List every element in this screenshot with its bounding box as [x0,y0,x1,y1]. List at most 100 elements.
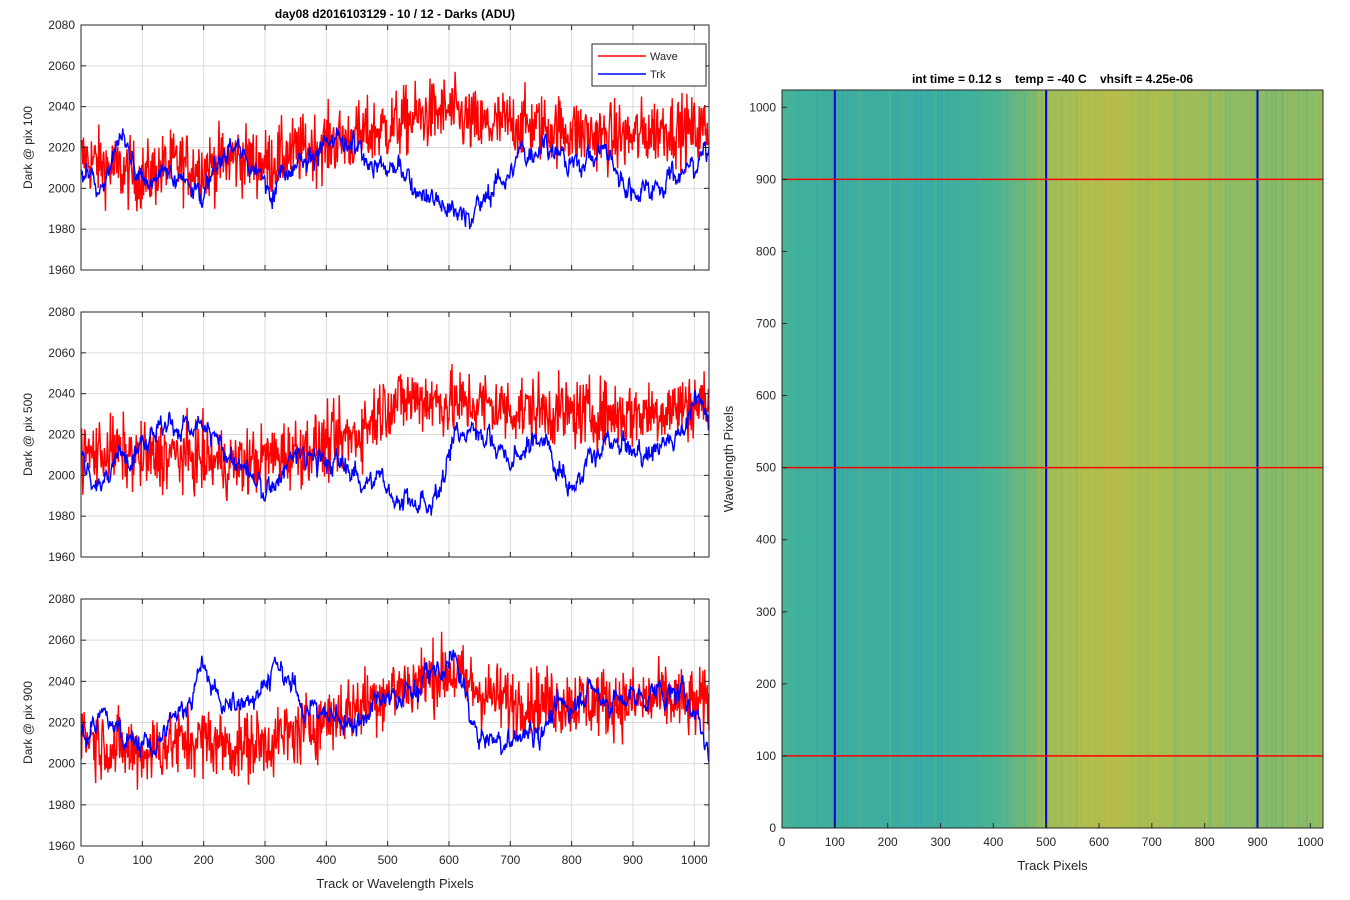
heatmap-streak [851,90,855,828]
y-tick-label: 2040 [48,100,75,114]
heatmap-streak [958,90,961,828]
heatmap-streak [933,90,936,828]
heatmap-streak [846,90,849,828]
heatmap-streak [1052,90,1055,828]
heatmap-streak [860,90,863,828]
heatmap-streak [1095,90,1097,828]
y-tick-label: 2080 [48,592,75,606]
heatmap-streak [830,90,833,828]
heatmap-streak [868,90,870,828]
heatmap-streak [1225,90,1227,828]
heatmap-streak [1208,90,1211,828]
heatmap-streak [1232,90,1234,828]
heatmap-streak [1040,90,1042,828]
heatmap-streak [816,90,819,828]
y-tick-label: 500 [756,461,776,475]
y-tick-label: 2060 [48,59,75,73]
heatmap-streak [1249,90,1251,828]
heatmap-streak [1205,90,1208,828]
heatmap-streak [943,90,946,828]
heatmap-streak [1178,90,1180,828]
series-line-wave [80,631,710,790]
heatmap-streak [1205,90,1208,828]
heatmap-streak [1281,90,1284,828]
heatmap-streak [1028,90,1030,828]
heatmap-streak [1119,90,1121,828]
heatmap-streak [816,90,819,828]
heatmap-streak [831,90,834,828]
y-tick-label: 2080 [48,305,75,319]
y-tick-label: 700 [756,317,776,331]
heatmap-streak [787,90,789,828]
heatmap-streak [962,90,964,828]
heatmap-streak [1286,90,1289,828]
heatmap-streak [829,90,831,828]
heatmap-streak [894,90,897,828]
heatmap-streak [1075,90,1078,828]
heatmap-streak [816,90,818,828]
y-tick-label: 2040 [48,674,75,688]
heatmap-streak [1269,90,1271,828]
heatmap-streak [934,90,936,828]
y-axis-label: Dark @ pix 100 [21,106,35,189]
heatmap-streak [1214,90,1216,828]
heatmap-streak [917,90,920,828]
y-tick-label: 2020 [48,716,75,730]
heatmap-streak [850,90,853,828]
heatmap-streak [857,90,859,828]
y-tick-label: 1960 [48,839,75,853]
x-tick-label: 500 [1036,835,1056,849]
heatmap-streak [1173,90,1175,828]
heatmap-streak [886,90,889,828]
heatmap-streak [1294,90,1297,828]
heatmap-streak [1024,90,1027,828]
heatmap-streak [798,90,801,828]
heatmap-streak [1106,90,1108,828]
x-tick-label: 600 [439,853,459,867]
heatmap-streak [1305,90,1308,828]
heatmap-streak [1302,90,1304,828]
x-tick-label: 0 [779,835,786,849]
heatmap-streak [915,90,917,828]
y-tick-label: 2000 [48,468,75,482]
heatmap-streak [857,90,860,828]
x-tick-label: 900 [623,853,643,867]
x-tick-label: 300 [930,835,950,849]
heatmap-streak [1032,90,1035,828]
y-tick-label: 400 [756,533,776,547]
heatmap-streak [950,90,952,828]
x-tick-label: 0 [78,853,85,867]
heatmap-streak [1240,90,1242,828]
heatmap-streak [868,90,871,828]
legend-box [591,43,707,87]
heatmap-streak [1127,90,1129,828]
y-tick-label: 800 [756,244,776,258]
heatmap-streak [796,90,798,828]
y-axis-label: Dark @ pix 900 [21,681,35,764]
heatmap-streak [1198,90,1201,828]
heatmap-streak [820,90,823,828]
y-tick-label: 200 [756,677,776,691]
heatmap-streak [1061,90,1064,828]
y-tick-label: 2080 [48,18,75,32]
heatmap-streak [1167,90,1170,828]
heatmap-streak [1077,90,1080,828]
heatmap-streak [1035,90,1036,828]
x-tick-label: 200 [878,835,898,849]
series-line-wave [80,364,710,502]
heatmap-streak [1097,90,1099,828]
heatmap-streak [959,90,962,828]
heatmap-streak [1055,90,1057,828]
heatmap-streak [975,90,978,828]
y-tick-label: 2040 [48,387,75,401]
y-tick-label: 2000 [48,181,75,195]
heatmap-streak [1261,90,1263,828]
heatmap-streak [887,90,889,828]
heatmap-streak [1227,90,1229,828]
heatmap-streak [1092,90,1094,828]
heatmap-streak [1312,90,1313,828]
heatmap-streak [1174,90,1177,828]
heatmap-streak [1318,90,1320,828]
heatmap-streak [902,90,905,828]
series-line-trk [80,389,710,516]
